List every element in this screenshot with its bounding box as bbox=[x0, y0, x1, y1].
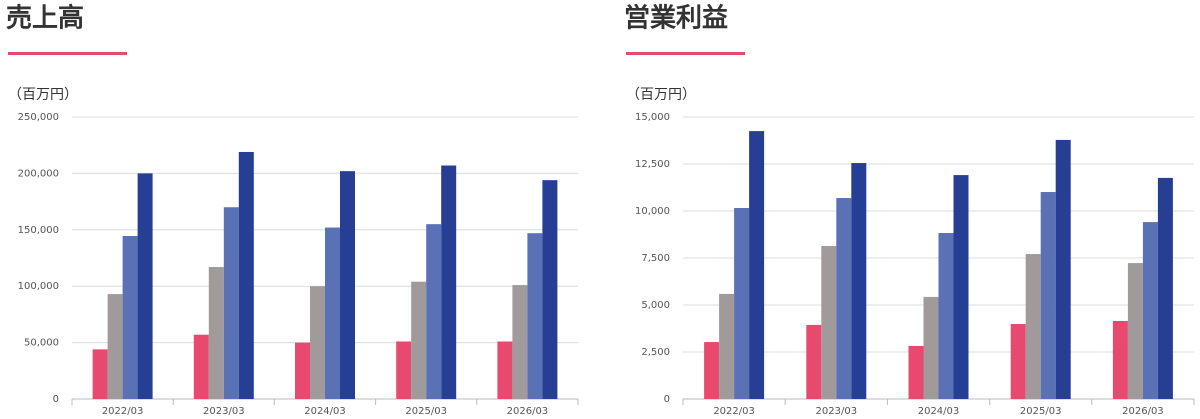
bar bbox=[411, 281, 427, 399]
bar bbox=[908, 345, 924, 399]
bar bbox=[821, 245, 837, 399]
title-underline bbox=[626, 52, 745, 55]
bar bbox=[193, 334, 209, 399]
x-tick-label: 2024/03 bbox=[304, 406, 346, 417]
x-tick-label: 2026/03 bbox=[1122, 406, 1164, 417]
y-tick-label: 150,000 bbox=[18, 225, 59, 236]
bar bbox=[1127, 263, 1143, 399]
bar bbox=[295, 342, 310, 399]
bar bbox=[836, 198, 852, 399]
x-tick-label: 2026/03 bbox=[507, 406, 549, 417]
bar bbox=[1040, 192, 1056, 399]
y-tick-label: 50,000 bbox=[24, 338, 59, 349]
bar bbox=[1142, 222, 1158, 399]
bar bbox=[938, 232, 954, 399]
bar bbox=[396, 341, 412, 399]
x-tick-label: 2025/03 bbox=[1020, 406, 1062, 417]
chart-title: 売上高 bbox=[6, 3, 84, 34]
bar bbox=[1157, 177, 1173, 399]
bar bbox=[542, 180, 558, 399]
y-tick-label: 2,500 bbox=[641, 347, 670, 358]
bar bbox=[1112, 320, 1128, 399]
y-tick-label: 100,000 bbox=[18, 281, 59, 292]
bar bbox=[441, 165, 457, 399]
bar bbox=[107, 294, 123, 399]
y-tick-label: 12,500 bbox=[635, 159, 670, 170]
title-underline bbox=[8, 52, 127, 55]
x-tick-label: 2023/03 bbox=[203, 406, 245, 417]
bar bbox=[851, 163, 867, 399]
y-tick-label: 5,000 bbox=[641, 300, 670, 311]
y-tick-label: 200,000 bbox=[18, 168, 59, 179]
x-tick-label: 2022/03 bbox=[102, 406, 144, 417]
chart-title: 営業利益 bbox=[624, 4, 728, 34]
bar bbox=[749, 131, 765, 399]
y-tick-label: 10,000 bbox=[635, 206, 670, 217]
bar bbox=[310, 286, 325, 399]
y-tick-label: 250,000 bbox=[18, 112, 59, 123]
bar bbox=[527, 233, 543, 399]
bar bbox=[223, 207, 239, 399]
bar bbox=[1055, 139, 1071, 399]
bar bbox=[208, 267, 224, 399]
x-tick-label: 2024/03 bbox=[918, 406, 960, 417]
y-tick-label: 7,500 bbox=[641, 253, 670, 264]
x-tick-label: 2025/03 bbox=[405, 406, 447, 417]
x-tick-label: 2022/03 bbox=[713, 406, 755, 417]
bar bbox=[238, 151, 254, 399]
bar bbox=[923, 296, 939, 399]
y-tick-label: 0 bbox=[664, 394, 670, 405]
y-tick-label: 0 bbox=[53, 394, 59, 405]
y-axis-unit: （百万円） bbox=[8, 87, 78, 103]
y-axis-unit: （百万円） bbox=[626, 87, 696, 103]
bar bbox=[734, 207, 750, 399]
bar bbox=[426, 224, 442, 399]
x-tick-label: 2023/03 bbox=[816, 406, 858, 417]
bar bbox=[719, 293, 735, 399]
bar bbox=[1025, 254, 1041, 399]
bar bbox=[512, 285, 528, 399]
bar bbox=[137, 173, 153, 399]
bar bbox=[953, 175, 969, 399]
bar bbox=[92, 349, 108, 399]
bar bbox=[704, 342, 720, 399]
bar bbox=[122, 236, 138, 399]
bar bbox=[1010, 323, 1026, 399]
y-tick-label: 15,000 bbox=[635, 112, 670, 123]
bar bbox=[497, 341, 513, 399]
bar bbox=[806, 324, 822, 399]
bar bbox=[325, 227, 340, 399]
bar bbox=[340, 171, 355, 399]
